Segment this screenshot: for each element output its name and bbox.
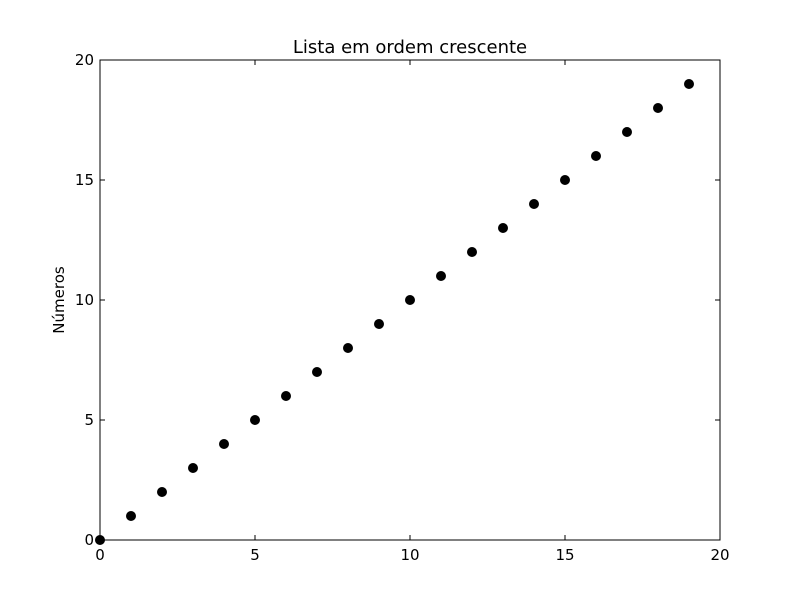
data-point — [281, 391, 291, 401]
data-point — [188, 463, 198, 473]
y-tick-label: 10 — [75, 291, 94, 309]
points-layer — [95, 79, 694, 545]
plot-frame — [99, 59, 721, 541]
data-point — [560, 175, 570, 185]
data-point — [622, 127, 632, 137]
data-point — [343, 343, 353, 353]
data-point — [157, 487, 167, 497]
data-point — [591, 151, 601, 161]
data-point — [312, 367, 322, 377]
x-tick-label: 0 — [95, 546, 105, 564]
data-point — [219, 439, 229, 449]
x-tick-label: 5 — [250, 546, 260, 564]
data-point — [405, 295, 415, 305]
x-tick-label: 15 — [555, 546, 574, 564]
chart-title: Lista em ordem crescente — [293, 37, 527, 58]
data-point — [126, 511, 136, 521]
y-axis-label: Números — [50, 266, 68, 334]
data-point — [250, 415, 260, 425]
x-tick-label: 10 — [400, 546, 419, 564]
data-point — [467, 247, 477, 257]
data-point — [436, 271, 446, 281]
y-tick-label: 20 — [75, 51, 94, 69]
data-point — [529, 199, 539, 209]
y-tick-label: 5 — [84, 411, 94, 429]
y-tick-label: 0 — [84, 531, 94, 549]
x-tick-label: 20 — [710, 546, 729, 564]
data-point — [498, 223, 508, 233]
y-tick-label: 15 — [75, 171, 94, 189]
data-point — [653, 103, 663, 113]
data-point — [684, 79, 694, 89]
data-point — [374, 319, 384, 329]
